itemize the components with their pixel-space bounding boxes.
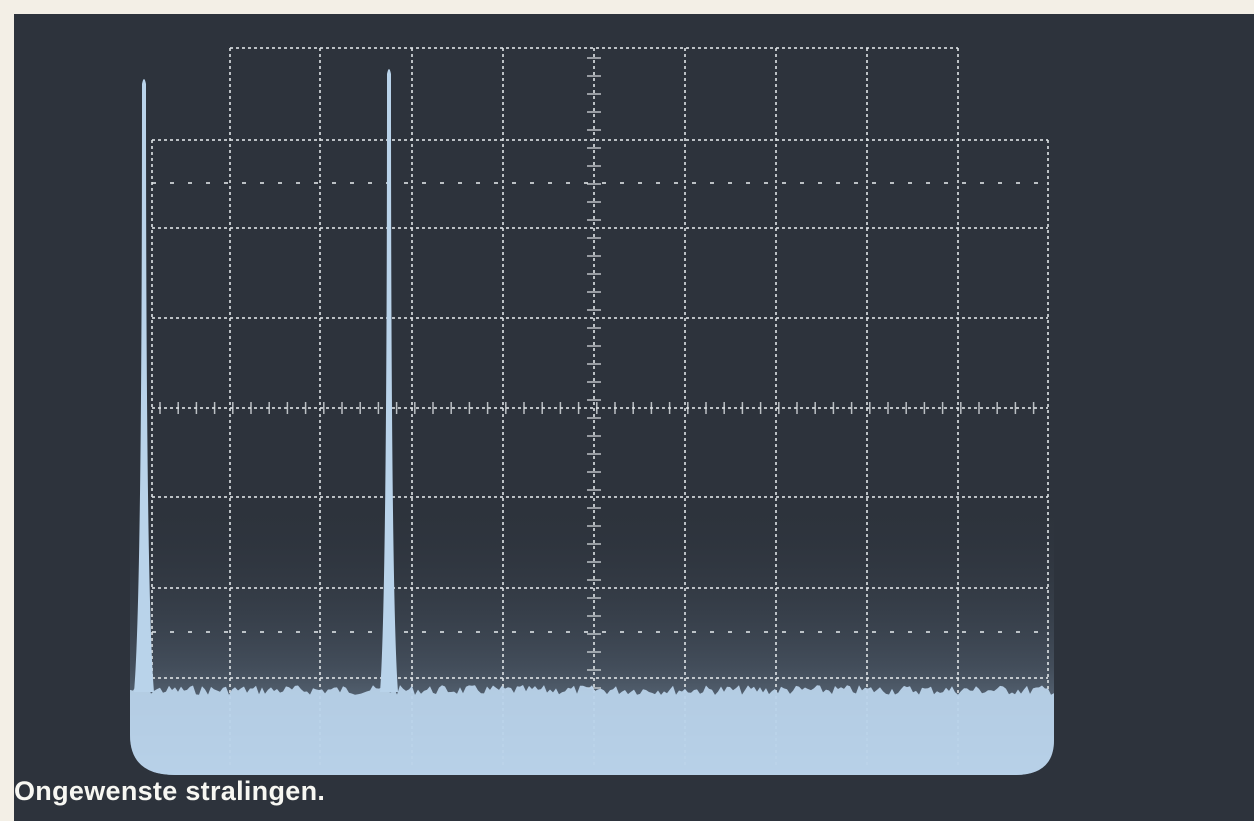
signal-peak: [380, 69, 398, 692]
caption: Ongewenste stralingen.: [14, 776, 326, 806]
signal-peak: [134, 79, 154, 692]
noise-floor: [130, 685, 1054, 775]
graticule-grid: [151, 47, 1049, 765]
signal-peaks: [134, 69, 398, 692]
